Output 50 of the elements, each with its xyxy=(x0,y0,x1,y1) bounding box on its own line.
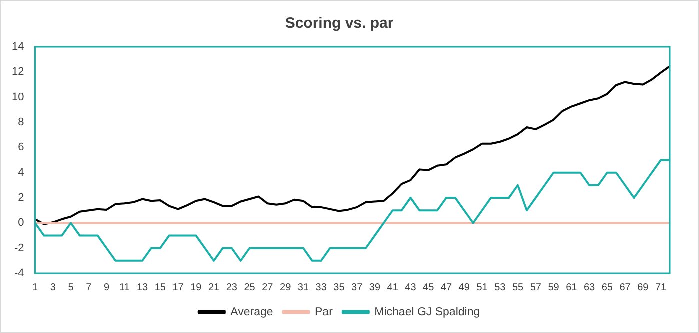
y-tick-label: 14 xyxy=(12,41,24,54)
x-tick-label: 45 xyxy=(423,282,435,294)
x-tick-label: 67 xyxy=(620,282,632,294)
legend-label: Michael GJ Spalding xyxy=(374,306,480,318)
y-tick-label: -2 xyxy=(14,242,24,254)
y-tick-label: 8 xyxy=(18,116,24,129)
x-tick-label: 33 xyxy=(316,282,328,294)
x-tick-label: 43 xyxy=(405,282,417,294)
x-tick-label: 3 xyxy=(50,282,56,294)
x-tick-label: 39 xyxy=(369,282,381,294)
x-tick-label: 17 xyxy=(172,282,184,294)
x-tick-label: 71 xyxy=(655,282,668,294)
x-tick-label: 21 xyxy=(208,282,220,294)
x-tick-label: 47 xyxy=(440,282,452,294)
x-tick-label: 61 xyxy=(566,282,578,294)
y-tick-label: 2 xyxy=(18,192,24,204)
x-tick-label: 5 xyxy=(68,282,74,294)
x-tick-label: 7 xyxy=(86,282,92,294)
x-tick-label: 27 xyxy=(262,282,274,294)
x-tick-label: 23 xyxy=(226,282,238,294)
x-tick-label: 55 xyxy=(512,282,524,294)
x-tick-label: 51 xyxy=(476,282,488,294)
x-tick-label: 11 xyxy=(119,282,130,294)
y-tick-label: 0 xyxy=(18,217,24,230)
x-tick-label: 9 xyxy=(104,282,110,294)
x-tick-label: 69 xyxy=(638,282,650,294)
x-tick-label: 15 xyxy=(154,282,166,294)
x-tick-label: 35 xyxy=(334,282,346,294)
y-tick-label: 6 xyxy=(18,142,24,154)
y-tick-label: 12 xyxy=(12,66,24,78)
x-tick-label: 49 xyxy=(458,282,470,294)
x-tick-label: 63 xyxy=(584,282,596,294)
legend-label: Average xyxy=(230,306,274,318)
y-tick-label: 10 xyxy=(12,91,24,104)
y-tick-label: 4 xyxy=(18,166,24,179)
chart-title: Scoring vs. par xyxy=(285,15,394,32)
x-tick-label: 65 xyxy=(602,282,614,294)
y-tick-label: -4 xyxy=(14,268,24,280)
x-tick-label: 19 xyxy=(190,282,202,294)
x-tick-label: 29 xyxy=(280,282,292,294)
x-tick-label: 25 xyxy=(244,282,256,294)
x-tick-label: 37 xyxy=(352,282,364,294)
x-tick-label: 1 xyxy=(32,282,38,294)
x-tick-label: 59 xyxy=(548,282,560,294)
x-tick-label: 41 xyxy=(387,282,399,294)
x-tick-label: 53 xyxy=(494,282,506,294)
x-tick-label: 31 xyxy=(298,282,310,294)
x-tick-label: 57 xyxy=(530,282,542,294)
x-tick-label: 13 xyxy=(136,282,149,294)
legend-label: Par xyxy=(315,306,334,318)
